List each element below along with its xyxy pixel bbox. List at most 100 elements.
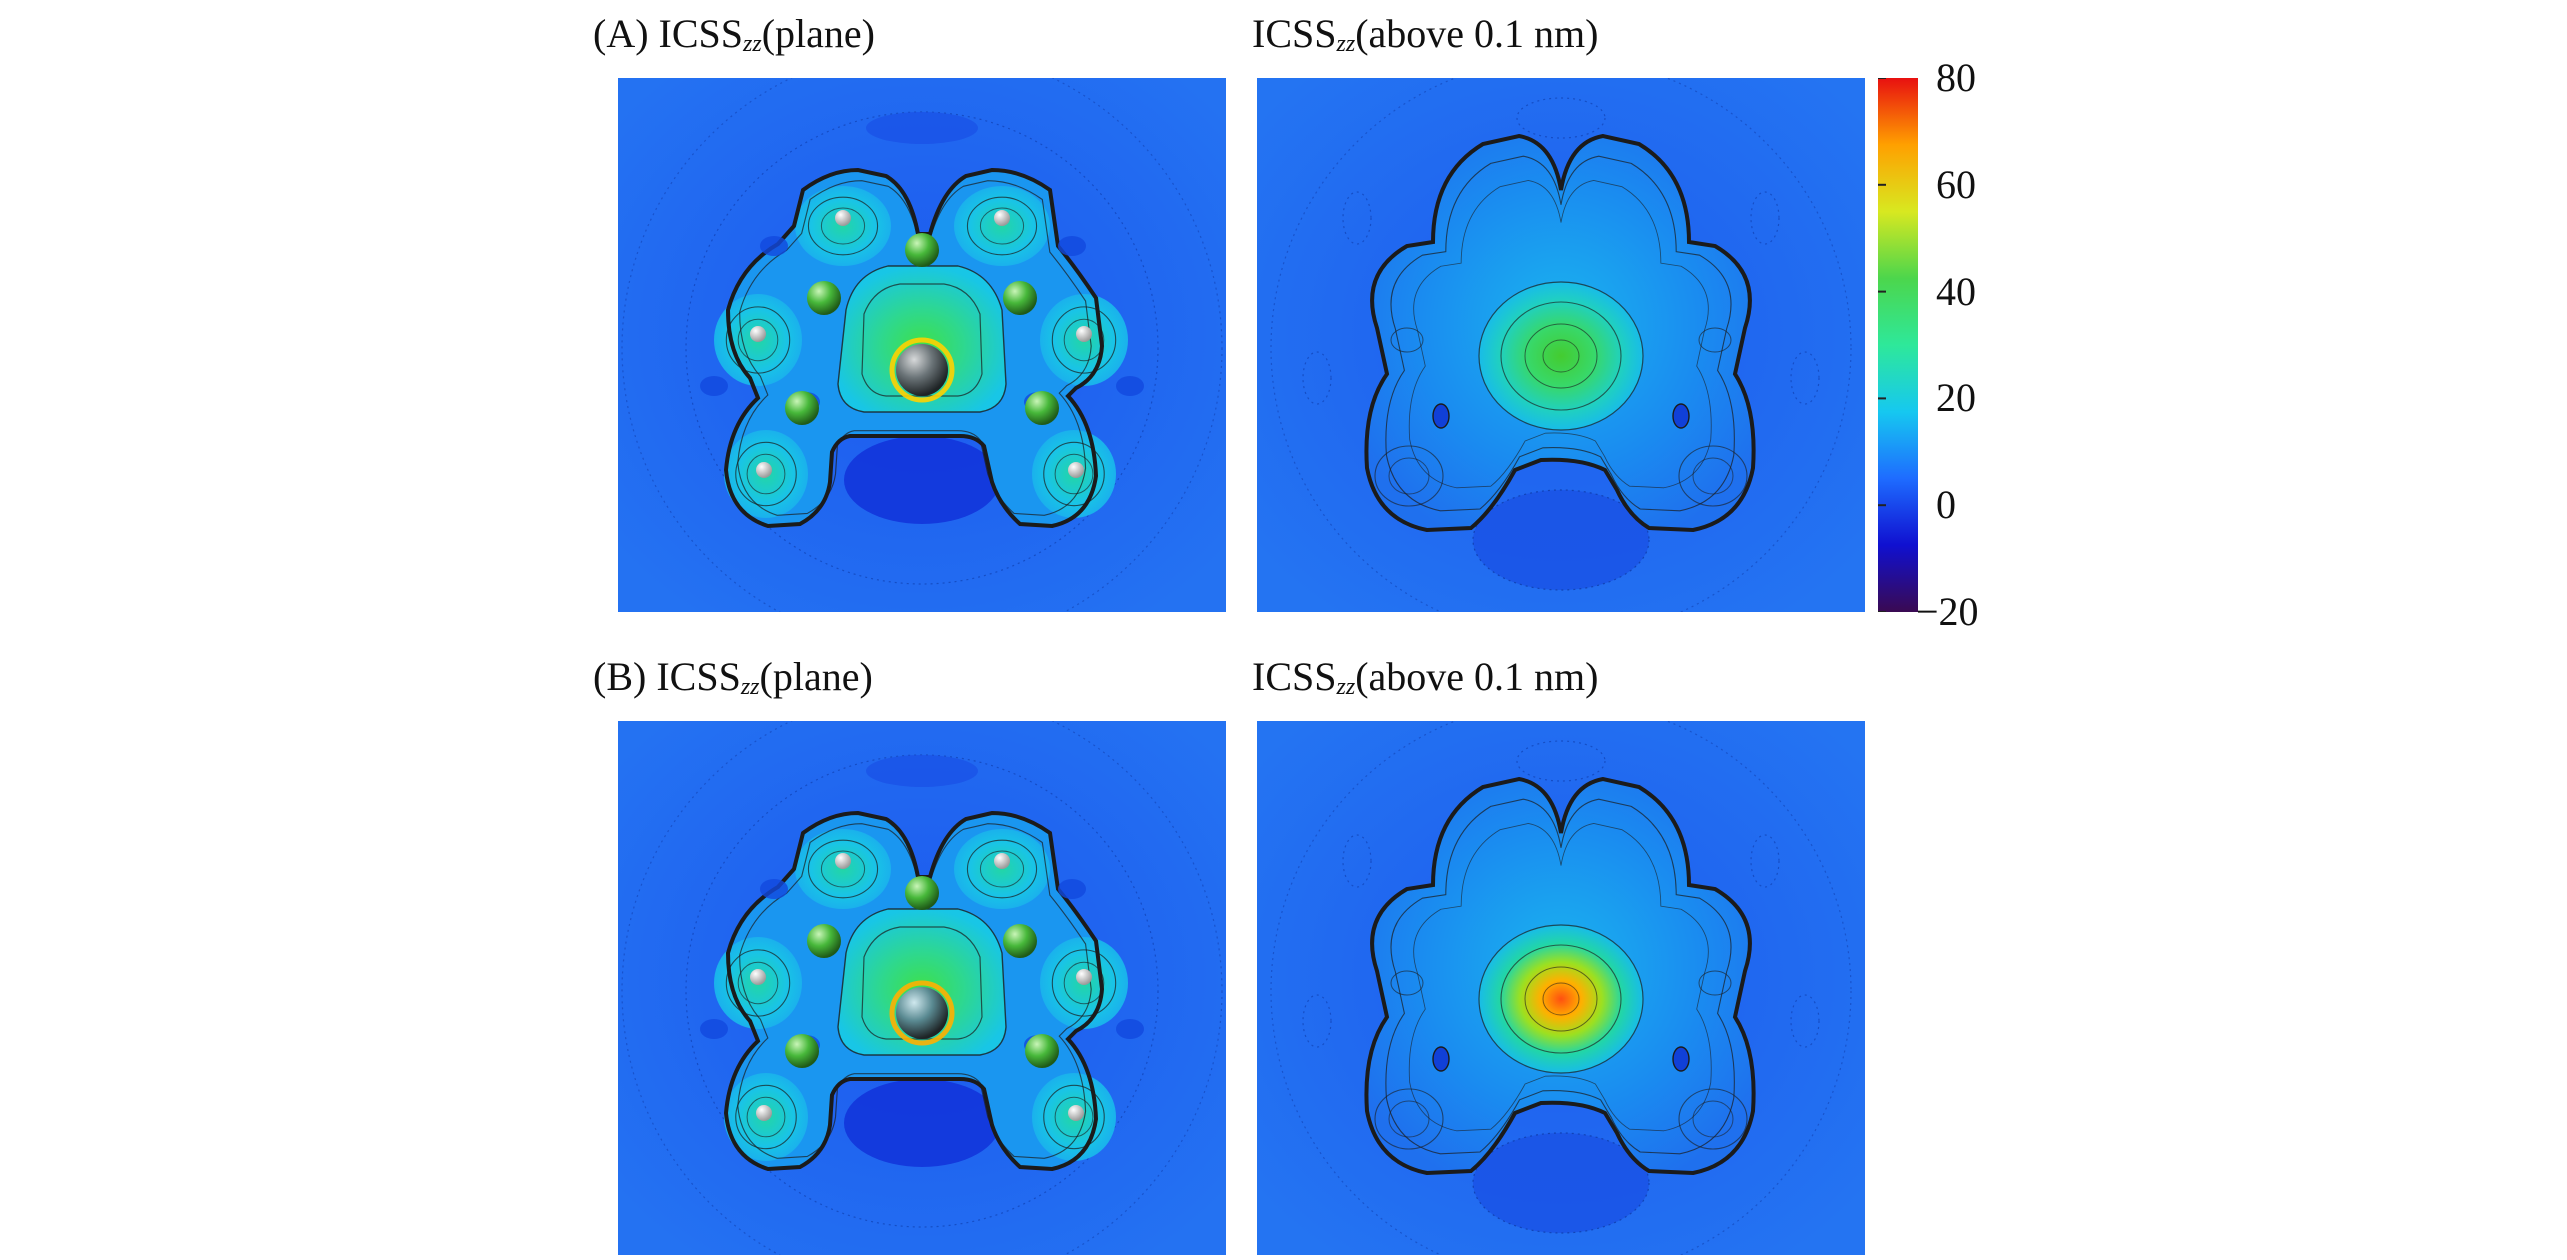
panel-b-plane-map (618, 721, 1226, 1255)
deshielding-pocket (1058, 879, 1086, 899)
contour-line (1542, 339, 1580, 373)
contour-line (1374, 1088, 1444, 1150)
cage-atom (1003, 281, 1037, 315)
panel-a-above-title: ICSSzz(above 0.1 nm) (1252, 11, 1599, 57)
cage-atom (1025, 1034, 1059, 1068)
contour-line (1385, 155, 1735, 512)
cage-atom (905, 876, 939, 910)
deshielding-region (844, 436, 1000, 524)
contour-line (723, 167, 1105, 529)
hydrogen-atom (750, 326, 766, 342)
contour-line (725, 949, 791, 1017)
cage-atom (785, 391, 819, 425)
contour-line (837, 908, 1007, 1056)
panel-a-label: (A) (593, 11, 649, 56)
central-metal-atom (896, 987, 948, 1039)
panel-a-above-map (1257, 78, 1865, 612)
panel-b2-title-main: ICSS (1252, 654, 1337, 699)
hydrogen-atom (1076, 969, 1092, 985)
colorbar (1878, 78, 1918, 612)
contour-line (1478, 281, 1644, 431)
outer-contour (1790, 994, 1820, 1048)
deshielding-pocket (1432, 1046, 1450, 1072)
contour-line (1500, 301, 1622, 411)
colorbar-tick-label: 40 (1936, 268, 1976, 314)
contour-line (1054, 1096, 1094, 1138)
deshielding-pocket (700, 1019, 728, 1039)
cage-atom (807, 281, 841, 315)
hydrogen-atom (1076, 326, 1092, 342)
contour-line (1364, 776, 1756, 1176)
contour-line (1692, 457, 1734, 495)
contour-line (1374, 445, 1444, 507)
panel-b-title-rest: (plane) (759, 654, 873, 699)
contour-line (1388, 457, 1430, 495)
outer-contour (1342, 834, 1372, 888)
contour-line (820, 850, 866, 888)
central-shielding-spot (1479, 282, 1643, 430)
metal-shielding-ring (889, 980, 955, 1046)
contour-line (1063, 318, 1105, 362)
contour-line (1408, 823, 1712, 1132)
contour-line (1054, 453, 1094, 495)
cage-atom (785, 1034, 819, 1068)
contour-line (1364, 133, 1756, 533)
contour-line (737, 180, 1092, 516)
contour-line (725, 306, 791, 374)
contour-line (1524, 966, 1598, 1032)
colorbar-gradient (1878, 78, 1918, 612)
panel-a2-title-sub: zz (1336, 31, 1356, 57)
contour-line (1524, 323, 1598, 389)
deshielding-region (866, 112, 978, 144)
panel-b-plane-title: (B) ICSSzz(plane) (593, 654, 873, 700)
deshielding-pocket (1432, 403, 1450, 429)
hydrogen-atom (835, 853, 851, 869)
contour-line (1063, 961, 1105, 1005)
deshielding-pocket (1116, 1019, 1144, 1039)
deshielding-pocket (1058, 236, 1086, 256)
deshielding-region (866, 755, 978, 787)
contour-line (746, 453, 786, 495)
colorbar-tick-label: 80 (1936, 55, 1976, 100)
hydrogen-atom (756, 462, 772, 478)
colorbar-tick-label: −20 (1916, 589, 1979, 634)
hydrogen-atom (1068, 462, 1084, 478)
contour-line (723, 810, 1105, 1172)
contour-line (1692, 1100, 1734, 1138)
contour-line (979, 207, 1025, 245)
hydrogen-atom (1068, 1105, 1084, 1121)
outer-contour (621, 78, 1223, 612)
panel-a2-title-rest: (above 0.1 nm) (1355, 11, 1599, 56)
contour-line (1388, 1100, 1430, 1138)
outer-contour (1302, 994, 1332, 1048)
contour-line (807, 196, 879, 256)
contour-line (735, 1084, 797, 1150)
panel-b-title-sub: zz (740, 674, 760, 700)
contour-line (1478, 924, 1644, 1074)
deshielding-pocket (760, 879, 788, 899)
contour-line (1698, 327, 1732, 353)
cage-atom (1025, 391, 1059, 425)
cage-atom (807, 924, 841, 958)
central-shielding-spot (1479, 925, 1643, 1073)
colorbar-bar (1878, 78, 1918, 612)
contour-line (1385, 798, 1735, 1155)
panel-a-title-rest: (plane) (761, 11, 875, 56)
contour-line (861, 926, 983, 1040)
central-metal-atom (896, 344, 948, 396)
deshielding-pocket (700, 376, 728, 396)
contour-line (1043, 441, 1105, 507)
contour-line (1051, 949, 1117, 1017)
panel-b-label: (B) (593, 654, 647, 699)
contour-line (807, 839, 879, 899)
contour-line (837, 265, 1007, 413)
outer-contour (1516, 740, 1606, 782)
contour-line (979, 850, 1025, 888)
contour-line (966, 196, 1038, 256)
contour-line (737, 961, 779, 1005)
contour-line (1698, 970, 1732, 996)
outer-contour (1790, 351, 1820, 405)
panel-b2-title-sub: zz (1336, 674, 1356, 700)
outer-contour (1750, 834, 1780, 888)
contour-line (1051, 306, 1117, 374)
